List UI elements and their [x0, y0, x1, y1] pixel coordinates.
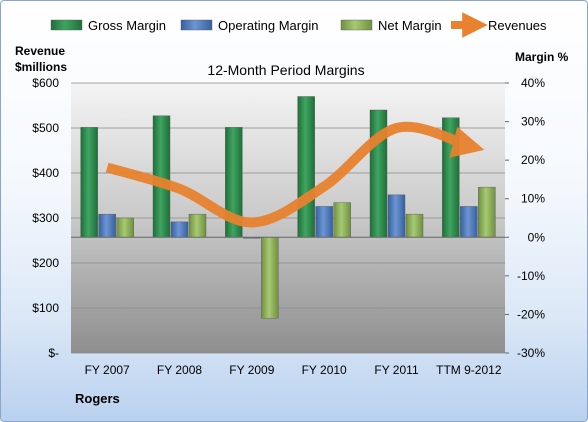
bar-net-margin: [333, 202, 351, 238]
bar-gross-margin: [80, 127, 98, 238]
bar-operating-margin: [315, 206, 333, 238]
legend-label-gross-margin: Gross Margin: [88, 18, 166, 33]
right-tick-label: 0%: [528, 230, 546, 244]
bar-net-margin: [188, 213, 207, 238]
legend-label-operating-margin: Operating Margin: [218, 18, 318, 33]
legend-swatch-gross-margin: [50, 19, 83, 31]
bar-operating-margin: [98, 213, 116, 238]
right-tick-label: 30%: [521, 115, 545, 129]
right-tick-label: 10%: [521, 192, 545, 206]
revenue-line: [105, 121, 485, 228]
bar-net-margin: [478, 186, 496, 238]
bar-net-margin: [405, 213, 424, 238]
legend-label-revenues: Revenues: [488, 18, 547, 33]
bar-operating-margin: [460, 206, 478, 238]
legend-swatch-operating-margin: [180, 19, 213, 31]
category-label: FY 2008: [157, 363, 202, 377]
bar-net-margin: [116, 217, 134, 238]
category-label: FY 2009: [229, 363, 274, 377]
category-label: TTM 9-2012: [436, 363, 502, 377]
left-axis-ticks: $- $100 $200 $300 $400 $500 $600: [32, 76, 59, 360]
left-axis-label-line1: Revenue: [15, 44, 65, 58]
right-axis-ticks: -30% -20% -10% 0% 10% 20% 30% 40%: [505, 76, 545, 360]
legend: Gross Margin Operating Margin Net Margin Re…: [50, 12, 547, 38]
bar-operating-margin: [387, 194, 406, 238]
legend-label-net-margin: Net Margin: [378, 18, 442, 33]
category-label: FY 2010: [302, 363, 347, 377]
right-tick-label: -30%: [517, 346, 545, 360]
left-tick-label: $300: [32, 211, 59, 225]
right-tick-label: -20%: [517, 307, 545, 321]
category-labels: FY 2007 FY 2008 FY 2009 FY 2010 FY 2011 TTM 9…: [85, 363, 502, 377]
right-tick-label: 40%: [521, 76, 545, 90]
left-tick-label: $200: [32, 256, 59, 270]
company-label: Rogers: [75, 391, 120, 406]
category-label: FY 2011: [374, 363, 419, 377]
right-axis-label: Margin %: [515, 50, 569, 64]
legend-swatch-net-margin: [340, 19, 373, 31]
bar-net-margin: [261, 237, 279, 319]
bar-gross-margin: [297, 96, 315, 238]
chart-title: 12-Month Period Margins: [207, 62, 364, 78]
left-tick-label: $100: [32, 301, 59, 315]
right-tick-label: 20%: [521, 153, 545, 167]
bar-operating-margin: [170, 221, 189, 238]
revenues-line: [105, 121, 485, 228]
right-tick-label: -10%: [517, 269, 545, 283]
left-tick-label: $600: [32, 76, 59, 90]
category-label: FY 2007: [85, 363, 130, 377]
left-axis-label-line2: $millions: [15, 60, 67, 74]
left-tick-label: $400: [32, 166, 59, 180]
left-tick-label: $500: [32, 121, 59, 135]
left-tick-label: $-: [48, 346, 59, 360]
